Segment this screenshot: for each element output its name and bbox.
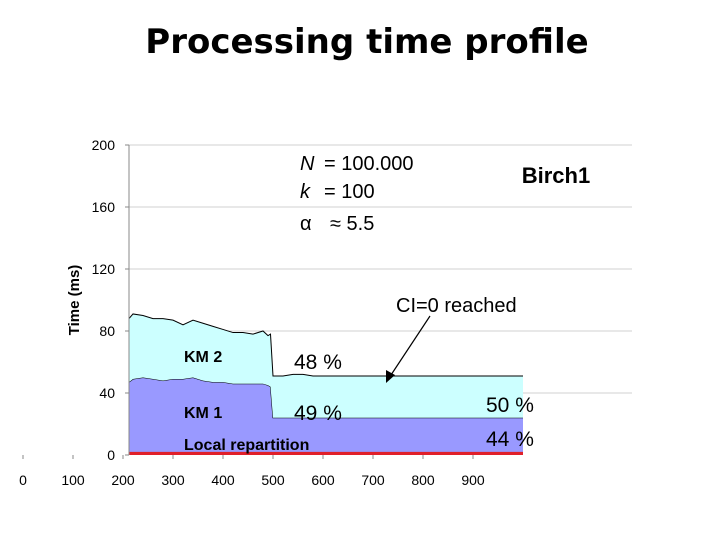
y-axis-label: Time (ms) — [66, 265, 83, 336]
event-arrow — [388, 315, 431, 379]
param-k-value: = 100 — [324, 181, 375, 203]
y-tick-label-80: 80 — [99, 323, 115, 339]
parameter-block: N = 100.000 k = 100 α ≈ 5.5 — [300, 153, 414, 235]
x-tick-label-700: 700 — [361, 472, 385, 488]
x-tick-label-900: 900 — [461, 472, 485, 488]
x-tick-label-800: 800 — [411, 472, 435, 488]
stacked-areas — [128, 219, 523, 455]
x-tick-label-300: 300 — [161, 472, 185, 488]
area-km-2 — [129, 219, 523, 418]
x-tick-label-0: 0 — [19, 472, 27, 488]
y-tick-label-160: 160 — [92, 199, 116, 215]
x-tick-label-400: 400 — [211, 472, 235, 488]
slide-title: Processing time profile — [145, 22, 589, 62]
label-km2: KM 2 — [184, 349, 222, 366]
label-local-repartition: Local repartition — [184, 437, 309, 454]
x-tick-label-600: 600 — [311, 472, 335, 488]
event-label: CI=0 reached — [396, 295, 517, 317]
param-n-var: N — [300, 153, 315, 175]
param-alpha-var: α — [300, 213, 312, 235]
x-tick-label-500: 500 — [261, 472, 285, 488]
x-ticks: 0 100 200 300 400 500 600 700 800 900 — [19, 455, 485, 488]
label-pct-km2-before: 48 % — [294, 351, 342, 374]
y-tick-label-200: 200 — [92, 137, 116, 153]
x-tick-label-100: 100 — [61, 472, 85, 488]
area-km-1 — [129, 346, 523, 452]
y-tick-label-0: 0 — [107, 447, 115, 463]
param-alpha-value: ≈ 5.5 — [330, 213, 374, 235]
x-tick-label-200: 200 — [111, 472, 135, 488]
label-pct-km1-before: 49 % — [294, 402, 342, 425]
chart-title: Birch1 — [522, 163, 590, 188]
event-arrowhead — [386, 370, 395, 383]
label-pct-km2-after: 50 % — [486, 394, 534, 417]
label-km1: KM 1 — [184, 405, 222, 422]
y-tick-label-40: 40 — [99, 385, 115, 401]
y-ticks: 0 40 80 120 160 200 — [92, 137, 129, 463]
y-tick-label-120: 120 — [92, 261, 116, 277]
param-k-var: k — [300, 181, 311, 203]
param-n-value: = 100.000 — [324, 153, 414, 175]
label-pct-km1-after: 44 % — [486, 428, 534, 451]
